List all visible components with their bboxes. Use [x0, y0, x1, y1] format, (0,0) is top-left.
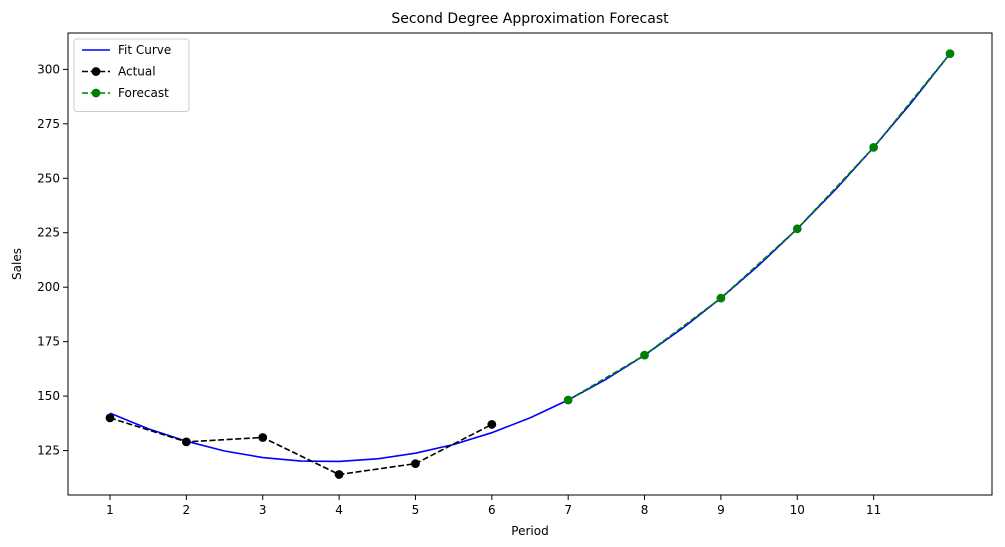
data-point-forecast	[869, 142, 879, 152]
x-tick-label: 7	[564, 503, 572, 517]
data-point-forecast	[716, 293, 726, 303]
y-tick-label: 275	[37, 117, 60, 131]
chart-title: Second Degree Approximation Forecast	[391, 11, 669, 27]
x-tick-label: 11	[866, 503, 881, 517]
y-tick-label: 300	[37, 62, 60, 76]
x-axis-title: Period	[511, 524, 548, 538]
y-tick-label: 175	[37, 335, 60, 349]
x-tick-label: 6	[488, 503, 496, 517]
data-point-actual	[258, 433, 268, 442]
legend-marker	[91, 67, 101, 76]
y-tick-label: 150	[37, 389, 60, 403]
y-tick-label: 125	[37, 444, 60, 458]
y-tick-label: 225	[37, 226, 60, 240]
legend-label: Actual	[118, 65, 156, 79]
legend-item-fit-curve: Fit Curve	[82, 43, 171, 57]
legend-label: Fit Curve	[118, 43, 171, 57]
x-tick-label: 2	[183, 503, 191, 517]
x-tick-label: 4	[335, 503, 343, 517]
x-tick-label: 1	[106, 503, 114, 517]
data-point-forecast	[563, 395, 573, 405]
x-axis: 1 2 3 4 5 6 7 8 9 10 11	[106, 495, 881, 517]
data-point-actual	[487, 420, 497, 429]
data-point-actual	[105, 413, 115, 423]
series-actual	[105, 413, 497, 479]
series-fit-curve	[109, 53, 951, 463]
data-point-forecast	[792, 224, 802, 234]
data-point-actual	[411, 459, 420, 469]
series-line-forecast	[567, 53, 951, 401]
data-point-forecast	[640, 350, 649, 360]
x-tick-label: 3	[259, 503, 267, 517]
x-tick-label: 5	[412, 503, 420, 517]
series-forecast	[563, 49, 955, 405]
series-line-actual	[109, 417, 493, 476]
legend-label: Forecast	[118, 86, 169, 100]
y-tick-label: 250	[37, 171, 60, 185]
y-tick-label: 200	[37, 280, 60, 294]
data-point-actual	[334, 470, 344, 479]
x-tick-label: 10	[790, 503, 805, 517]
legend: Fit Curve Actual Forecast	[73, 38, 190, 112]
data-point-actual	[181, 437, 191, 447]
plot-frame	[67, 32, 993, 496]
legend-item-forecast: Forecast	[82, 86, 169, 100]
data-point-forecast	[945, 49, 955, 59]
y-axis-title: Sales	[10, 248, 24, 280]
plot-area	[105, 49, 955, 479]
x-tick-label: 8	[641, 503, 649, 517]
series-line-fit-curve	[109, 53, 951, 463]
legend-item-actual: Actual	[82, 65, 156, 79]
x-tick-label: 9	[717, 503, 725, 517]
y-axis: 125 150 175 200 225 250 275 300	[37, 62, 68, 458]
legend-marker	[91, 88, 101, 98]
